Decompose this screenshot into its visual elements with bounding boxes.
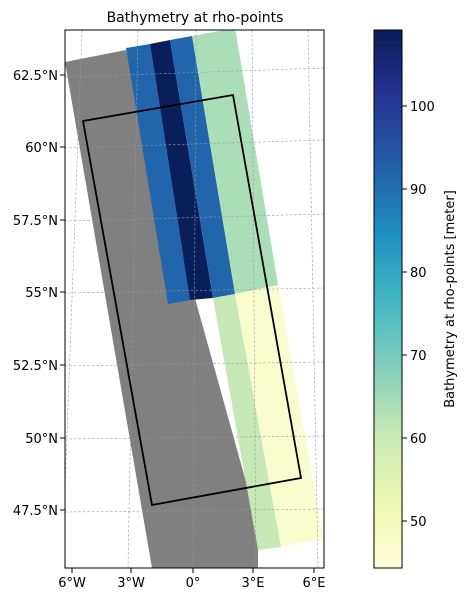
longitude-ticks: 6°W 3°W 0° 3°E 6°E — [58, 568, 326, 591]
lat-tick-label: 57.5°N — [13, 214, 58, 229]
latitude-ticks: 62.5°N 60°N 57.5°N 55°N 52.5°N 50°N 47.5… — [13, 69, 65, 519]
lat-tick-label: 47.5°N — [13, 504, 58, 519]
bathymetry-bands — [126, 30, 323, 550]
bathymetry-band — [213, 294, 281, 550]
lon-tick-label: 6°W — [58, 576, 86, 591]
colorbar-tick-label: 60 — [410, 432, 427, 447]
lon-tick-label: 3°E — [242, 576, 265, 591]
bathymetry-band — [150, 40, 213, 300]
colorbar-gradient — [373, 29, 403, 569]
lat-tick-label: 62.5°N — [13, 69, 58, 84]
colorbar-tick-label: 70 — [410, 349, 427, 364]
map-area — [65, 30, 324, 568]
lat-tick-label: 60°N — [25, 141, 58, 156]
land-area — [65, 50, 258, 568]
map-frame — [64, 29, 325, 569]
colorbar-tick-label: 100 — [410, 100, 435, 115]
colorbar: 100 90 80 70 60 50 Bathymetry at rho-poi… — [373, 29, 458, 569]
lon-tick-label: 3°W — [117, 576, 145, 591]
lat-tick-label: 52.5°N — [13, 359, 58, 374]
lat-tick-label: 50°N — [25, 432, 58, 447]
lon-tick-label: 6°E — [303, 576, 326, 591]
bathymetry-band — [170, 36, 235, 298]
lon-tick-label: 0° — [186, 576, 201, 591]
colorbar-tick-label: 80 — [410, 266, 427, 281]
colorbar-tick-label: 90 — [410, 183, 427, 198]
colorbar-label: Bathymetry at rho-points [meter] — [443, 190, 458, 408]
colorbar-tick-label: 50 — [410, 515, 427, 530]
domain-outline — [81, 93, 303, 507]
map-title: Bathymetry at rho-points — [107, 10, 284, 26]
bathymetry-band — [235, 285, 323, 547]
lat-tick-label: 55°N — [25, 286, 58, 301]
bathymetry-band — [126, 44, 190, 304]
